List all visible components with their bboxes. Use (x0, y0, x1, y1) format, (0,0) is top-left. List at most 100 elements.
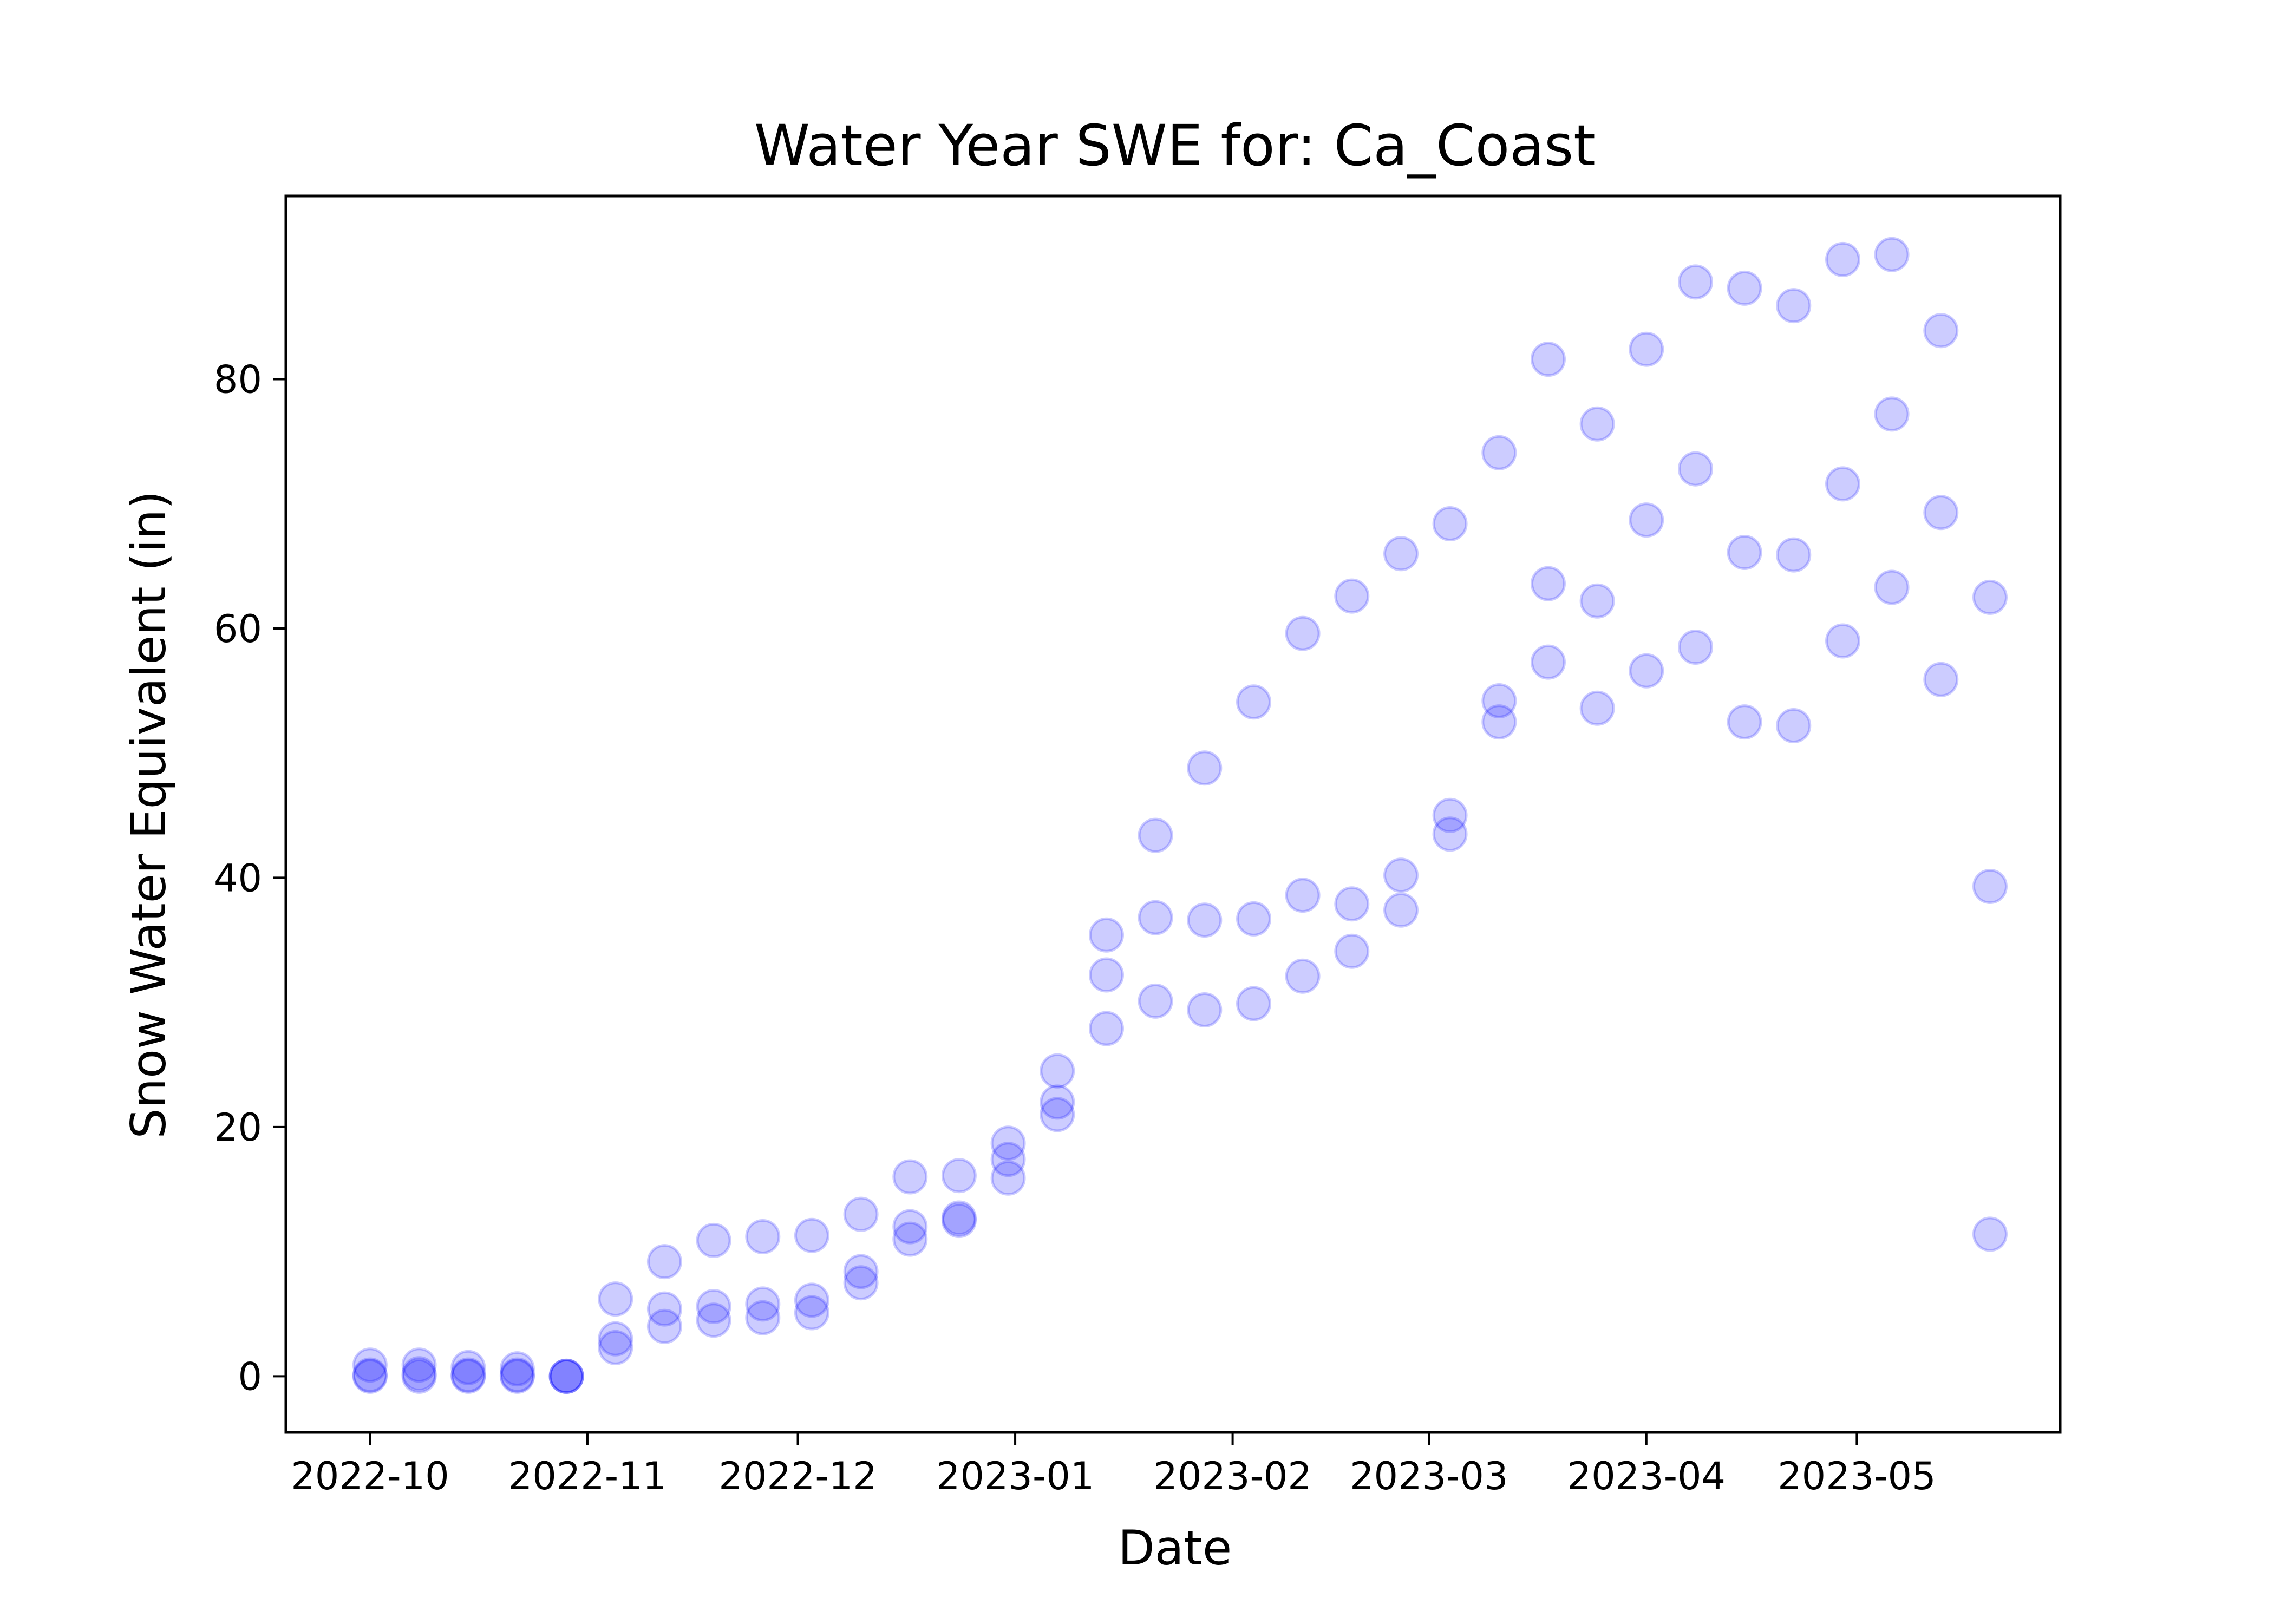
data-point (892, 1209, 928, 1245)
data-point (1629, 653, 1664, 689)
data-point (892, 1221, 928, 1257)
data-point (696, 1222, 731, 1258)
data-point (1923, 495, 1959, 531)
plot-area (352, 237, 2008, 1394)
data-point (1432, 506, 1468, 541)
data-point (990, 1125, 1026, 1161)
data-point (1383, 536, 1419, 572)
data-point (1187, 902, 1223, 938)
y-tick-label: 60 (214, 607, 262, 651)
data-point (1285, 615, 1321, 651)
chart-title: Water Year SWE for: Ca_Coast (754, 113, 1596, 179)
x-tick-label: 2023-01 (936, 1454, 1094, 1498)
data-point (1040, 1097, 1075, 1132)
data-point (1678, 630, 1713, 665)
data-point (843, 1254, 879, 1289)
data-point (1334, 933, 1370, 969)
data-point (1776, 708, 1812, 743)
data-point (352, 1357, 388, 1393)
data-point (1383, 857, 1419, 893)
data-point (499, 1351, 535, 1387)
data-point (745, 1300, 781, 1335)
data-point (598, 1321, 633, 1357)
y-tick-label: 40 (214, 856, 262, 900)
axes: 2022-10 2022-11 2022-12 2023-01 2023-02 2023-… (214, 194, 2062, 1498)
data-point (1629, 331, 1664, 367)
data-point (1285, 958, 1321, 994)
data-point (1334, 578, 1370, 614)
y-tick-label: 80 (214, 357, 262, 402)
data-point (1531, 342, 1566, 377)
data-point (696, 1302, 731, 1338)
data-point (1579, 690, 1615, 726)
x-axis-label: Date (1118, 1520, 1232, 1576)
data-point (548, 1358, 584, 1394)
x-tick-label: 2022-10 (291, 1454, 449, 1498)
data-point (1089, 1011, 1124, 1046)
data-point (1334, 886, 1370, 922)
data-point (941, 1158, 977, 1194)
data-point (990, 1160, 1026, 1196)
data-point (1432, 816, 1468, 852)
data-point (794, 1217, 829, 1253)
data-point (745, 1286, 781, 1322)
data-point (401, 1358, 437, 1394)
data-point (499, 1358, 535, 1394)
data-point (1040, 1053, 1075, 1089)
data-point (401, 1356, 437, 1392)
data-point (1089, 957, 1124, 993)
data-point (352, 1347, 388, 1383)
data-point (1923, 313, 1959, 349)
data-point (450, 1357, 486, 1393)
data-point (1923, 662, 1959, 697)
data-point (1138, 983, 1173, 1019)
data-point (1727, 704, 1762, 740)
data-point (548, 1358, 584, 1394)
data-point (745, 1219, 781, 1254)
x-tick-label: 2023-03 (1350, 1454, 1508, 1498)
data-point (1187, 992, 1223, 1027)
data-point (1236, 986, 1271, 1021)
data-point (1874, 237, 1910, 272)
plot-frame (284, 194, 2062, 1434)
data-point (794, 1295, 829, 1331)
data-point (1040, 1084, 1075, 1120)
data-point (1776, 537, 1812, 573)
data-point (1874, 396, 1910, 432)
data-point (990, 1142, 1026, 1177)
x-tick-label: 2023-04 (1567, 1454, 1726, 1498)
data-point (1825, 623, 1860, 659)
data-point (1481, 435, 1517, 470)
data-point (598, 1330, 633, 1365)
data-point (843, 1265, 879, 1301)
data-point (1481, 704, 1517, 740)
data-point (1089, 917, 1124, 953)
y-tick-label: 20 (214, 1105, 262, 1150)
data-point (1383, 892, 1419, 928)
data-point (1531, 566, 1566, 601)
data-point (352, 1358, 388, 1394)
data-point (450, 1350, 486, 1385)
data-point (1579, 406, 1615, 442)
data-point (1678, 451, 1713, 487)
data-point (646, 1291, 682, 1327)
data-point (598, 1281, 633, 1317)
y-axis-label: Snow Water Equivalent (in) (121, 491, 177, 1139)
data-point (1678, 264, 1713, 300)
data-point (1972, 869, 2008, 904)
data-point (1481, 683, 1517, 718)
x-tick-label: 2023-05 (1778, 1454, 1936, 1498)
data-point (401, 1347, 437, 1383)
data-point (548, 1358, 584, 1394)
data-point (1579, 583, 1615, 619)
data-point (499, 1357, 535, 1393)
data-point (1432, 797, 1468, 833)
data-point (1236, 901, 1271, 937)
data-point (450, 1358, 486, 1394)
data-point (1776, 288, 1812, 324)
x-tick-label: 2022-11 (508, 1454, 666, 1498)
data-point (1187, 750, 1223, 786)
data-point (1825, 241, 1860, 277)
